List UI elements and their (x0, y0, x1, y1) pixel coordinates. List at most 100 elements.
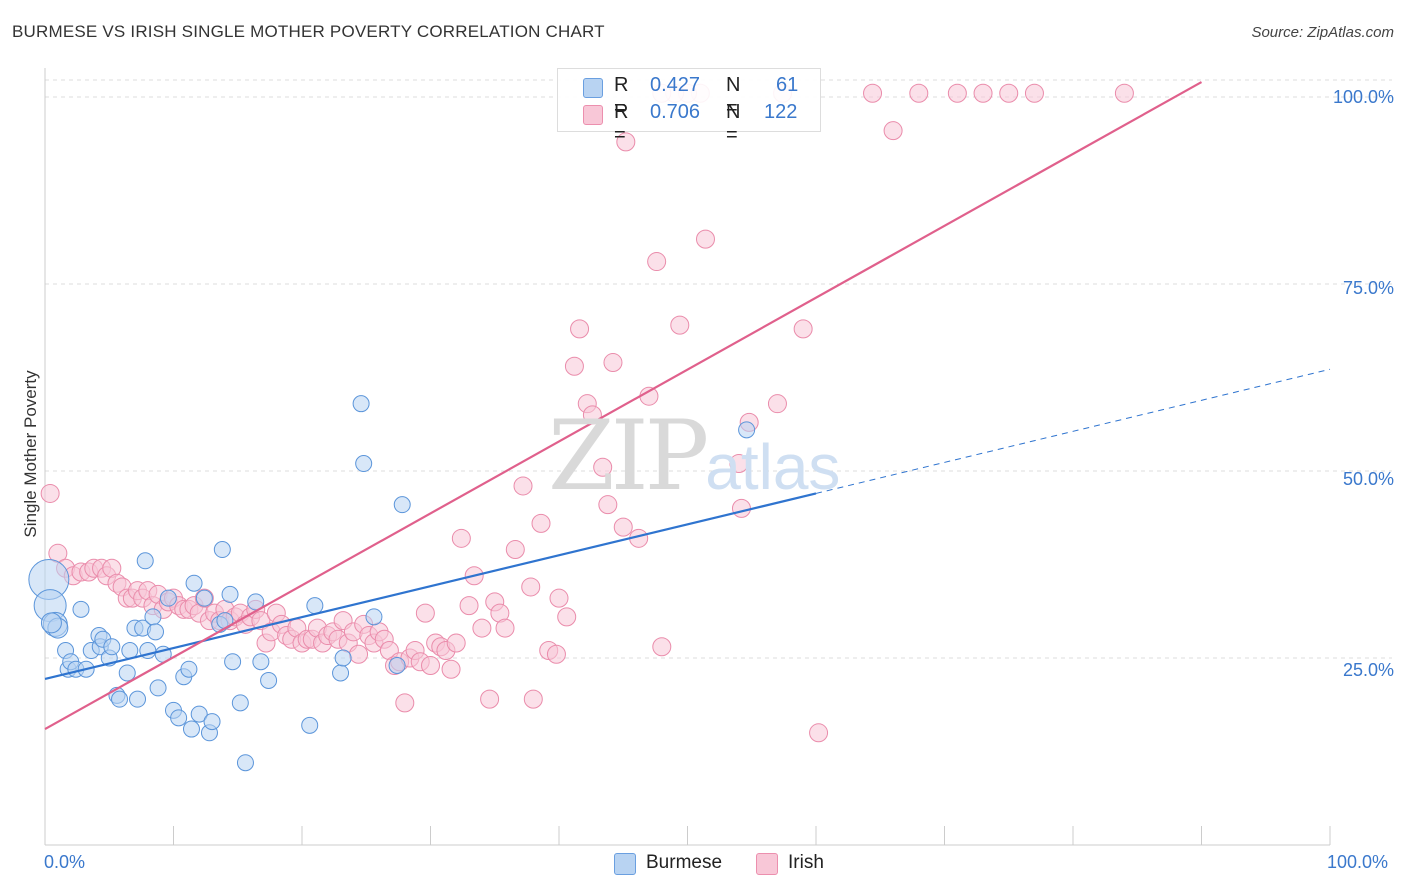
irish-point (395, 693, 415, 713)
legend-r-label: R = (614, 74, 629, 119)
burmese-point (129, 690, 147, 708)
x-tick-label-min: 0.0% (44, 852, 86, 872)
irish-points (40, 83, 1134, 743)
burmese-point (170, 709, 188, 727)
burmese-point (352, 395, 370, 413)
irish-point (793, 319, 813, 339)
irish-point (557, 607, 577, 627)
irish-point (495, 618, 515, 638)
irish-point (523, 689, 543, 709)
irish-point (421, 655, 440, 675)
burmese-point (180, 660, 198, 678)
irish-point (549, 588, 569, 608)
burmese-point (260, 671, 278, 689)
irish-point (1024, 83, 1044, 103)
watermark-atlas: atlas (705, 431, 841, 503)
burmese-point (221, 585, 239, 603)
irish-point (593, 457, 613, 477)
irish-point (349, 644, 369, 664)
burmese-point (334, 649, 352, 667)
irish-point (505, 540, 525, 560)
irish-trendline (44, 81, 1203, 731)
irish-point (513, 476, 533, 496)
bottom-legend-irish-swatch (756, 853, 778, 875)
irish-point (883, 121, 903, 141)
burmese-point (252, 653, 270, 671)
irish-point (652, 637, 672, 657)
burmese-point (332, 664, 350, 682)
y-tick-label-25: 25.0% (1342, 660, 1394, 680)
irish-point (603, 353, 623, 373)
burmese-point (136, 552, 154, 570)
legend-r-value: 0.427 (650, 74, 701, 96)
irish-point (546, 644, 566, 664)
burmese-point (111, 690, 129, 708)
burmese-point (149, 679, 167, 697)
irish-point (999, 83, 1019, 103)
burmese-point (224, 653, 242, 671)
irish-point (767, 394, 787, 414)
y-tick-label-100: 100.0% (1332, 87, 1394, 107)
gridlines (45, 79, 1392, 659)
burmese-point (144, 608, 162, 626)
burmese-point (103, 638, 121, 656)
y-tick-label-50: 50.0% (1342, 469, 1394, 489)
bottom-legend-burmese: Burmese (646, 852, 723, 873)
burmese-point (203, 713, 221, 731)
irish-point (451, 528, 471, 548)
irish-point (521, 577, 541, 597)
irish-point (647, 252, 667, 272)
irish-point (670, 315, 690, 335)
irish-point (441, 659, 461, 679)
burmese-trendline (44, 492, 817, 681)
watermark-zip: ZIP (548, 400, 709, 512)
burmese-point (388, 656, 406, 674)
x-tick-label-max: 100.0% (1327, 852, 1389, 872)
burmese-swatch (583, 78, 603, 98)
irish-point (480, 689, 500, 709)
irish-point (947, 83, 967, 103)
burmese-trendline-extension (815, 368, 1331, 494)
burmese-point (185, 574, 203, 592)
legend-n-value: 122 (764, 101, 798, 123)
burmese-point (213, 541, 231, 559)
burmese-point (159, 589, 177, 607)
burmese-point (190, 705, 208, 723)
irish-point (809, 723, 829, 743)
bottom-legend-burmese-swatch (614, 853, 636, 875)
irish-point (695, 229, 715, 249)
stats-legend: R = 0.427 N = 61 R = 0.706 N = 122 (557, 68, 821, 146)
irish-point (459, 596, 479, 616)
burmese-point (195, 589, 213, 607)
irish-point (909, 83, 929, 103)
irish-point (570, 319, 590, 339)
irish-point (598, 495, 618, 515)
burmese-point (355, 455, 373, 473)
burmese-point (236, 754, 254, 772)
irish-point (40, 483, 60, 503)
burmese-point (231, 694, 249, 712)
legend-r-label: R = (614, 101, 629, 146)
bottom-legend-irish: Irish (788, 852, 824, 873)
irish-point (472, 618, 492, 638)
legend-n-value: 61 (776, 74, 799, 96)
burmese-point (306, 597, 324, 615)
irish-point (616, 132, 636, 152)
watermark: ZIPatlas (548, 400, 840, 512)
irish-point (446, 633, 466, 653)
y-tick-label-75: 75.0% (1342, 278, 1394, 298)
irish-point (973, 83, 993, 103)
legend-n-label: N = (726, 101, 741, 146)
burmese-point (365, 608, 383, 626)
burmese-point (40, 612, 62, 634)
chart-title: BURMESE VS IRISH SINGLE MOTHER POVERTY C… (12, 22, 605, 41)
irish-point (1114, 83, 1134, 103)
burmese-point (147, 623, 165, 641)
irish-point (564, 356, 584, 376)
irish-point (613, 517, 633, 537)
legend-n-label: N = (726, 74, 741, 119)
burmese-point (118, 664, 136, 682)
burmese-point (738, 421, 756, 439)
legend-r-value: 0.706 (650, 101, 701, 123)
